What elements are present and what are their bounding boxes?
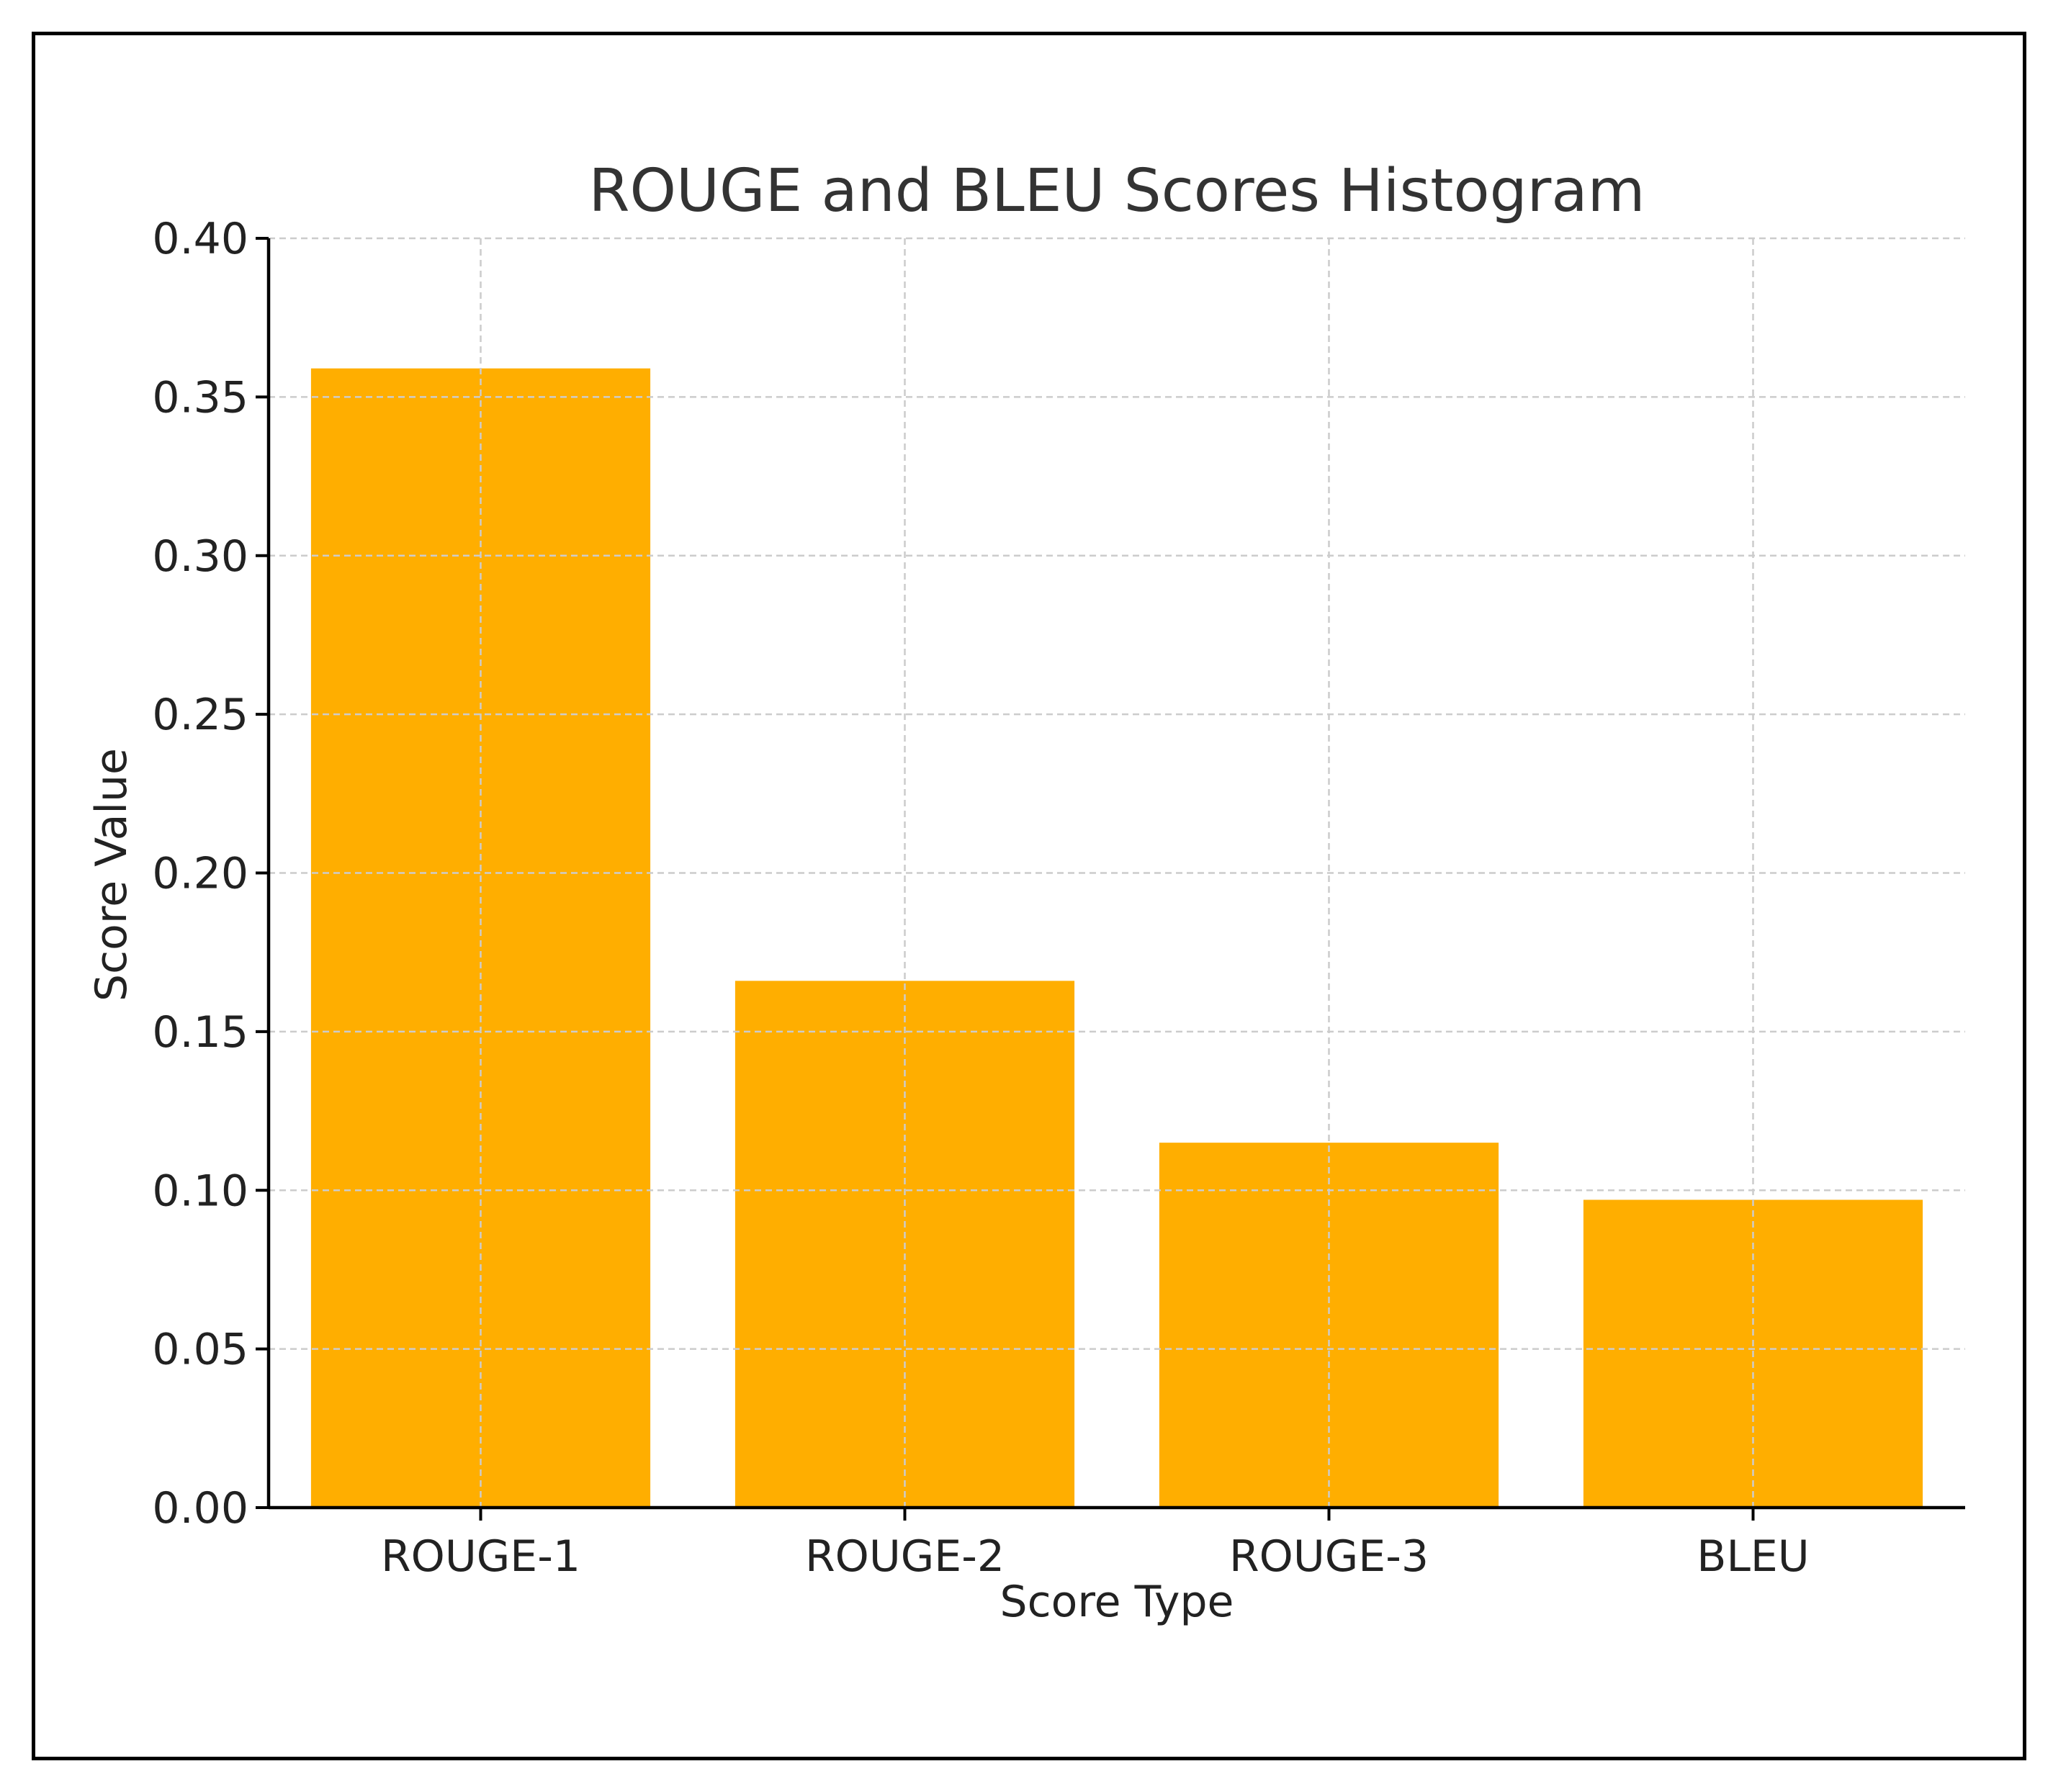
grid-lines	[269, 237, 1965, 1508]
x-tick-label: ROUGE-1	[381, 1531, 580, 1582]
y-tick-label: 0.35	[152, 372, 248, 423]
x-axis-label: Score Type	[1000, 1577, 1234, 1627]
y-tick-label: 0.05	[152, 1325, 248, 1375]
x-tick-label: ROUGE-2	[805, 1531, 1005, 1582]
bar	[310, 368, 651, 1508]
y-tick-label: 0.00	[152, 1483, 248, 1534]
y-tick-label: 0.15	[152, 1007, 248, 1058]
y-tick-label: 0.10	[152, 1166, 248, 1216]
chart-title: ROUGE and BLEU Scores Histogram	[589, 157, 1645, 225]
y-tick-label: 0.25	[152, 690, 248, 740]
y-tick-label: 0.30	[152, 531, 248, 582]
y-tick-label: 0.20	[152, 849, 248, 899]
tick-labels: 0.00 0.05 0.10 0.15 0.20 0.25 0.30 0.35 0.40 ROUG…	[152, 214, 1809, 1582]
y-axis-label: Score Value	[86, 748, 137, 1001]
x-tick-label: ROUGE-3	[1229, 1531, 1429, 1582]
y-tick-label: 0.40	[152, 214, 248, 264]
bars	[310, 368, 1923, 1508]
x-tick-label: BLEU	[1697, 1531, 1809, 1582]
